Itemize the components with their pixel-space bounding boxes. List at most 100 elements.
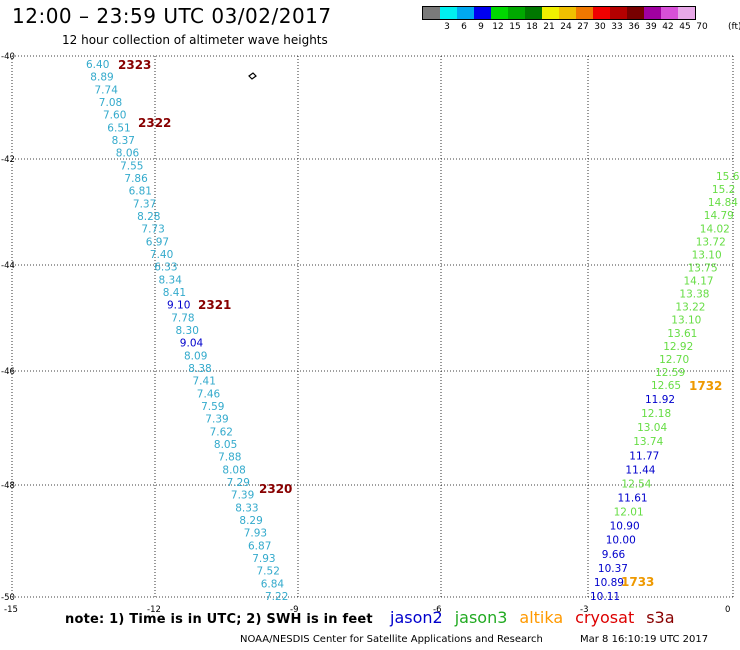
color-scale-label: 24 <box>560 22 572 32</box>
wave-height-label: 13.22 <box>675 302 705 314</box>
wave-height-label: 14.84 <box>708 197 738 209</box>
wave-height-label: 15.6 <box>716 171 740 183</box>
wave-height-label: 13.04 <box>637 422 667 434</box>
wave-height-label: 6.51 <box>107 122 130 134</box>
wave-height-label: 11.61 <box>618 493 648 505</box>
color-swatch <box>644 7 661 19</box>
color-swatch <box>491 7 508 19</box>
wave-height-label: 8.30 <box>176 325 199 337</box>
wave-height-label: 14.79 <box>704 210 734 222</box>
page-subtitle: 12 hour collection of altimeter wave hei… <box>62 33 328 47</box>
wave-height-label: 12.70 <box>659 354 689 366</box>
page-title: 12:00 – 23:59 UTC 03/02/2017 <box>12 4 332 28</box>
color-scale-label: 30 <box>594 22 606 32</box>
longitude-tick-label: 0 <box>725 605 730 615</box>
color-scale-label: 6 <box>461 22 467 32</box>
wave-height-label: 6.40 <box>86 59 109 71</box>
wave-height-label: 10.11 <box>590 591 620 603</box>
wave-height-label: 7.52 <box>257 566 280 578</box>
wave-height-label: 12.54 <box>621 478 651 490</box>
wave-height-label: 11.77 <box>629 450 659 462</box>
longitude-tick-label: -6 <box>433 605 441 615</box>
wave-height-label: 10.90 <box>610 521 640 533</box>
orbit-pass-labels: 2323 2322 2321 2320 1732 1733 <box>118 58 722 589</box>
wave-height-label: 11.92 <box>645 394 675 406</box>
longitude-tick-label: -3 <box>580 605 588 615</box>
latitude-tick-label: -48 <box>1 481 15 491</box>
wave-height-label: 7.88 <box>218 452 241 464</box>
color-scale-label: 27 <box>577 22 589 32</box>
wave-height-label: 7.39 <box>205 414 228 426</box>
wave-height-label: 6.81 <box>129 186 152 198</box>
color-scale-label: 45 <box>679 22 691 32</box>
color-swatch <box>661 7 678 19</box>
color-scale-label: 15 <box>509 22 521 32</box>
wave-height-label: 6.33 <box>154 262 177 274</box>
island-outline <box>248 72 257 80</box>
wave-height-label: 7.73 <box>141 224 164 236</box>
latitude-tick-label: -40 <box>1 52 15 62</box>
wave-height-label: 7.60 <box>103 110 126 122</box>
wave-height-label: 7.62 <box>210 426 233 438</box>
color-scale-label: 3 <box>444 22 450 32</box>
legend-item-cryosat: cryosat <box>575 608 635 627</box>
longitude-tick-label: -15 <box>4 605 18 615</box>
map-gridlines <box>11 55 734 598</box>
color-scale-label: 18 <box>526 22 538 32</box>
wave-height-label: 7.59 <box>201 401 224 413</box>
wave-height-label: 6.87 <box>248 540 271 552</box>
color-swatch <box>474 7 491 19</box>
orbit-pass-number: 2320 <box>259 482 292 496</box>
color-scale-label: 42 <box>662 22 674 32</box>
wave-height-label: 7.40 <box>150 249 173 261</box>
wave-height-label: 7.29 <box>227 477 250 489</box>
wave-height-label: 7.46 <box>197 388 221 400</box>
wave-height-label: 9.04 <box>180 338 204 350</box>
wave-height-label: 7.08 <box>99 97 122 109</box>
orbit-pass-number: 1732 <box>689 379 722 393</box>
wave-height-label: 10.37 <box>598 563 628 575</box>
color-swatch <box>610 7 627 19</box>
wave-height-label: 13.10 <box>692 249 722 261</box>
wave-height-label: 7.41 <box>193 376 216 388</box>
color-swatch <box>678 7 695 19</box>
legend-item-altika: altika <box>519 608 564 627</box>
wave-height-label: 6.97 <box>146 236 169 248</box>
wave-height-label: 13.38 <box>679 289 709 301</box>
axis-tick-labels: -40 -42 -44 -46 -48 -50 -15 -12 -9 -6 -3 0 <box>1 52 730 615</box>
latitude-tick-label: -46 <box>1 367 15 377</box>
legend-item-s3a: s3a <box>646 608 675 627</box>
color-swatch <box>593 7 610 19</box>
wave-height-label: 11.44 <box>625 464 655 476</box>
wave-height-label: 7.93 <box>252 553 275 565</box>
wave-height-label: 15.2 <box>712 184 735 196</box>
wave-height-label: 7.93 <box>244 528 267 540</box>
wave-height-label: 13.74 <box>633 436 663 448</box>
wave-height-label: 7.39 <box>231 490 254 502</box>
color-scale-label: 36 <box>628 22 640 32</box>
wave-height-label: 9.66 <box>602 549 626 561</box>
color-swatch <box>508 7 525 19</box>
wave-height-label: 8.89 <box>90 72 113 84</box>
wave-height-label: 7.74 <box>95 84 119 96</box>
color-swatch <box>525 7 542 19</box>
wave-height-label: 8.33 <box>235 502 258 514</box>
wave-height-label: 12.92 <box>663 341 693 353</box>
wave-height-label: 13.72 <box>696 236 726 248</box>
color-swatch <box>440 7 457 19</box>
wave-height-label: 8.05 <box>214 439 237 451</box>
color-scale-label: 9 <box>478 22 484 32</box>
credit-line: NOAA/NESDIS Center for Satellite Applica… <box>240 634 543 645</box>
latitude-tick-label: -44 <box>1 261 15 271</box>
wave-height-label: 7.78 <box>171 312 194 324</box>
wave-height-label: 14.17 <box>684 276 714 288</box>
latitude-tick-label: -50 <box>1 593 15 603</box>
color-scale-unit: (ft) <box>728 22 740 32</box>
wave-height-label: 8.28 <box>137 211 160 223</box>
orbit-pass-number: 2323 <box>118 58 151 72</box>
color-swatch <box>423 7 440 19</box>
wave-height-label: 8.34 <box>159 274 183 286</box>
legend-item-jason3: jason3 <box>454 608 508 627</box>
color-swatch <box>457 7 474 19</box>
wave-height-label: 12.65 <box>651 380 681 392</box>
